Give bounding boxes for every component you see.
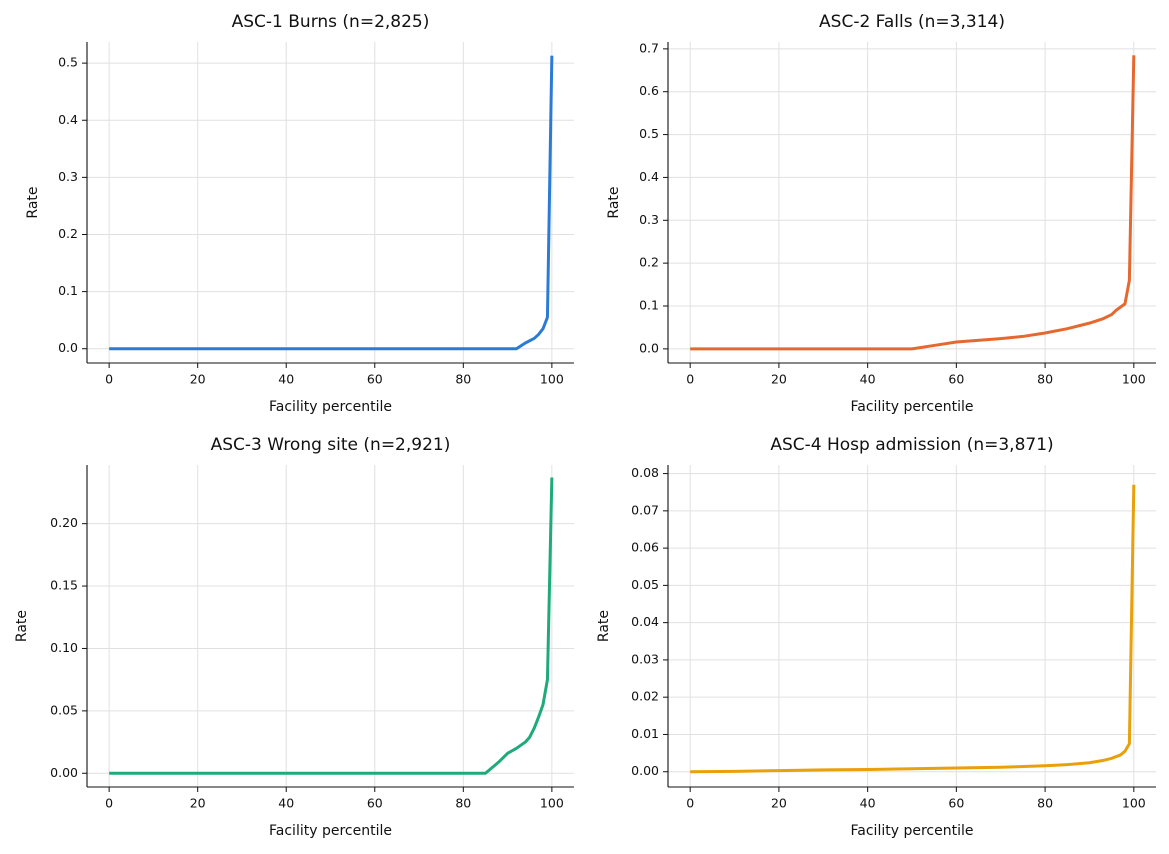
y-tick-label: 0.06 (631, 540, 659, 555)
y-tick-label: 0.08 (631, 465, 659, 480)
data-line (690, 55, 1136, 351)
y-tick-label: 0.05 (50, 702, 78, 717)
data-line (109, 477, 554, 775)
x-tick-label: 20 (190, 796, 206, 811)
y-axis-label: Rate (606, 186, 622, 218)
x-tick-label: 0 (686, 372, 694, 387)
y-tick-label: 0.1 (58, 283, 78, 298)
x-tick-label: 0 (105, 372, 113, 387)
x-tick-label: 100 (1122, 796, 1146, 811)
chart-title: ASC-4 Hosp admission (n=3,871) (770, 435, 1053, 455)
y-tick-label: 0.5 (58, 55, 78, 70)
y-tick-label: 0.07 (631, 502, 659, 517)
y-tick-label: 0.2 (58, 226, 78, 241)
y-tick-label: 0.7 (639, 40, 659, 55)
x-tick-label: 0 (105, 796, 113, 811)
y-axis-label: Rate (14, 610, 30, 642)
chart-title: ASC-3 Wrong site (n=2,921) (211, 435, 451, 455)
y-tick-label: 0.10 (50, 640, 78, 655)
x-axis-label: Facility percentile (269, 399, 392, 415)
y-tick-label: 0.3 (639, 212, 659, 227)
x-tick-label: 20 (771, 372, 787, 387)
x-tick-label: 20 (190, 372, 206, 387)
y-tick-label: 0.3 (58, 169, 78, 184)
x-axis-label: Facility percentile (851, 399, 974, 415)
x-tick-label: 60 (367, 796, 383, 811)
x-tick-label: 80 (1037, 796, 1053, 811)
y-tick-label: 0.01 (631, 726, 659, 741)
chart-title: ASC-1 Burns (n=2,825) (232, 12, 430, 32)
y-tick-label: 0.04 (631, 614, 659, 629)
y-tick-label: 0.0 (639, 340, 659, 355)
y-tick-label: 0.20 (50, 515, 78, 530)
x-tick-label: 40 (860, 372, 876, 387)
y-tick-label: 0.05 (631, 577, 659, 592)
chart-title: ASC-2 Falls (n=3,314) (819, 12, 1005, 32)
y-tick-label: 0.4 (58, 112, 78, 127)
x-tick-label: 60 (367, 372, 383, 387)
y-tick-label: 0.0 (58, 340, 78, 355)
y-tick-label: 0.15 (50, 578, 78, 593)
x-tick-label: 40 (278, 372, 294, 387)
data-line (109, 55, 554, 351)
x-tick-label: 40 (278, 796, 294, 811)
x-tick-label: 40 (860, 796, 876, 811)
x-tick-label: 60 (948, 372, 964, 387)
x-tick-label: 100 (540, 372, 564, 387)
y-tick-label: 0.5 (639, 126, 659, 141)
x-tick-label: 60 (948, 796, 964, 811)
y-tick-label: 0.00 (631, 763, 659, 778)
data-line (690, 484, 1136, 774)
y-axis-label: Rate (25, 186, 41, 218)
x-tick-label: 100 (1122, 372, 1146, 387)
y-tick-label: 0.03 (631, 651, 659, 666)
y-tick-label: 0.4 (639, 169, 659, 184)
x-tick-label: 80 (455, 796, 471, 811)
y-tick-label: 0.6 (639, 83, 659, 98)
y-tick-label: 0.00 (50, 765, 78, 780)
x-tick-label: 20 (771, 796, 787, 811)
x-axis-label: Facility percentile (269, 823, 392, 839)
x-axis-label: Facility percentile (851, 823, 974, 839)
y-tick-label: 0.1 (639, 298, 659, 313)
x-tick-label: 80 (455, 372, 471, 387)
x-tick-label: 100 (540, 796, 564, 811)
x-tick-label: 80 (1037, 372, 1053, 387)
y-tick-label: 0.2 (639, 255, 659, 270)
x-tick-label: 0 (686, 796, 694, 811)
y-tick-label: 0.02 (631, 689, 659, 704)
y-axis-label: Rate (596, 610, 612, 642)
